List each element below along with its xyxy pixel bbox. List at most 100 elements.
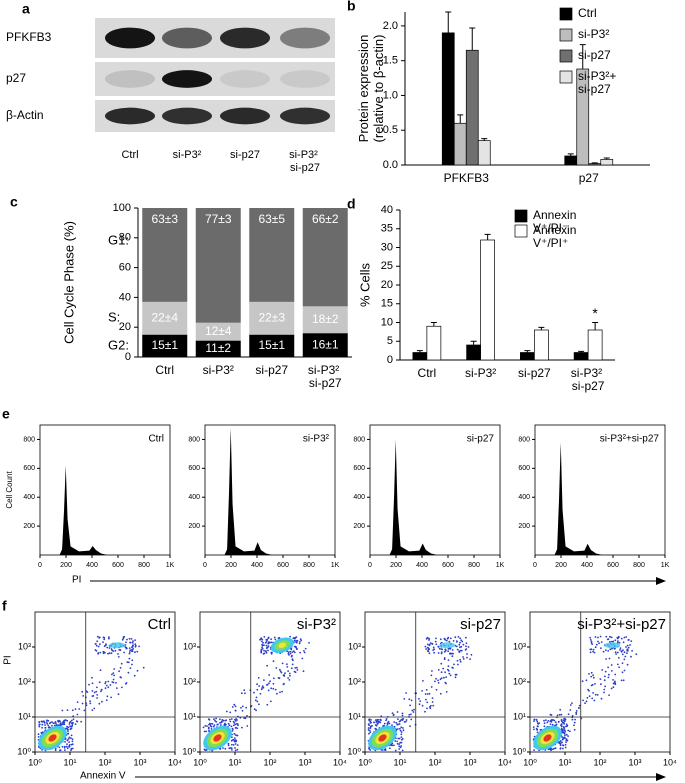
dot — [622, 679, 625, 682]
dot — [564, 737, 566, 740]
value-label: 66±2 — [312, 212, 339, 226]
dot — [119, 676, 122, 678]
dot — [556, 714, 559, 717]
dot — [70, 727, 73, 730]
legend-swatch — [559, 7, 573, 21]
dot — [618, 641, 621, 644]
dot — [209, 722, 211, 725]
dot — [621, 662, 624, 664]
dot — [401, 718, 404, 720]
dot — [408, 698, 411, 701]
dot — [626, 648, 629, 651]
dot — [265, 650, 267, 653]
dot — [546, 721, 549, 724]
dot — [253, 691, 255, 694]
dot — [294, 667, 297, 669]
bar — [466, 344, 481, 361]
dot — [70, 749, 72, 752]
dot — [96, 697, 98, 699]
dot — [465, 642, 468, 644]
bar-segment — [302, 333, 348, 357]
legend-label: si-P3²+ si-p27 — [578, 69, 620, 96]
dot — [612, 682, 615, 685]
dot — [425, 689, 428, 691]
dot — [589, 636, 592, 639]
dot — [277, 677, 280, 679]
dot — [623, 651, 626, 654]
dot — [622, 641, 625, 644]
x-tick-label: 1K — [331, 562, 340, 569]
bar-segment — [302, 208, 348, 307]
dot — [550, 719, 553, 722]
dot — [113, 668, 116, 670]
x-tick-label: Ctrl — [155, 363, 174, 377]
dot — [133, 674, 136, 677]
dot — [71, 740, 74, 743]
dot — [232, 739, 234, 741]
dot — [449, 674, 452, 677]
y-tick-label: 400 — [23, 494, 35, 501]
dot — [54, 747, 57, 750]
dot — [609, 635, 611, 638]
histogram-shape — [389, 439, 438, 555]
dot — [439, 692, 442, 695]
dot — [432, 646, 435, 649]
dot — [256, 700, 259, 703]
dot — [129, 649, 132, 652]
dot — [563, 729, 566, 731]
panel-letter: b — [347, 0, 356, 14]
dot — [220, 724, 222, 726]
dot — [289, 674, 291, 677]
dot — [383, 749, 386, 751]
y-tick-label: 10¹ — [18, 711, 31, 721]
x-tick-label: 1K — [496, 562, 505, 569]
dot — [385, 718, 388, 720]
dot — [626, 652, 628, 654]
dot — [270, 700, 272, 703]
blot-band — [280, 70, 330, 88]
bar — [564, 155, 578, 166]
dot — [292, 650, 295, 653]
dot — [95, 649, 98, 652]
bar — [477, 140, 491, 166]
dot — [300, 639, 303, 642]
dot — [388, 722, 391, 725]
dot — [604, 670, 607, 673]
dot — [128, 637, 131, 640]
dot — [563, 720, 566, 723]
dot — [431, 697, 434, 699]
dot — [131, 659, 134, 662]
dot — [443, 676, 445, 679]
dot — [46, 722, 49, 725]
x-tick-label: 10⁰ — [193, 757, 207, 767]
dot — [40, 720, 43, 723]
dot — [398, 748, 401, 750]
dot — [99, 669, 102, 672]
dot — [376, 718, 379, 721]
dot — [109, 684, 112, 686]
dot — [80, 720, 83, 723]
dot — [74, 723, 77, 725]
x-tick-label: si-P3² si-p27 — [308, 363, 343, 390]
dot — [400, 733, 403, 736]
dot — [225, 710, 228, 713]
dot — [575, 711, 578, 714]
panel-title: si-p27 — [460, 616, 501, 633]
dot — [600, 697, 603, 700]
dot — [428, 639, 430, 641]
dot — [397, 718, 399, 720]
dot — [289, 635, 291, 638]
dot — [402, 729, 405, 732]
dot — [225, 719, 228, 722]
dot — [234, 720, 237, 722]
dot — [234, 743, 237, 745]
dot — [121, 638, 124, 641]
dot — [603, 691, 605, 694]
dot — [210, 728, 213, 730]
y-tick-label: 10⁰ — [17, 746, 31, 756]
dot — [369, 731, 372, 734]
dot — [115, 687, 118, 689]
density-core — [604, 642, 621, 649]
dot — [373, 721, 375, 724]
y-tick-label: 0 — [387, 354, 393, 366]
